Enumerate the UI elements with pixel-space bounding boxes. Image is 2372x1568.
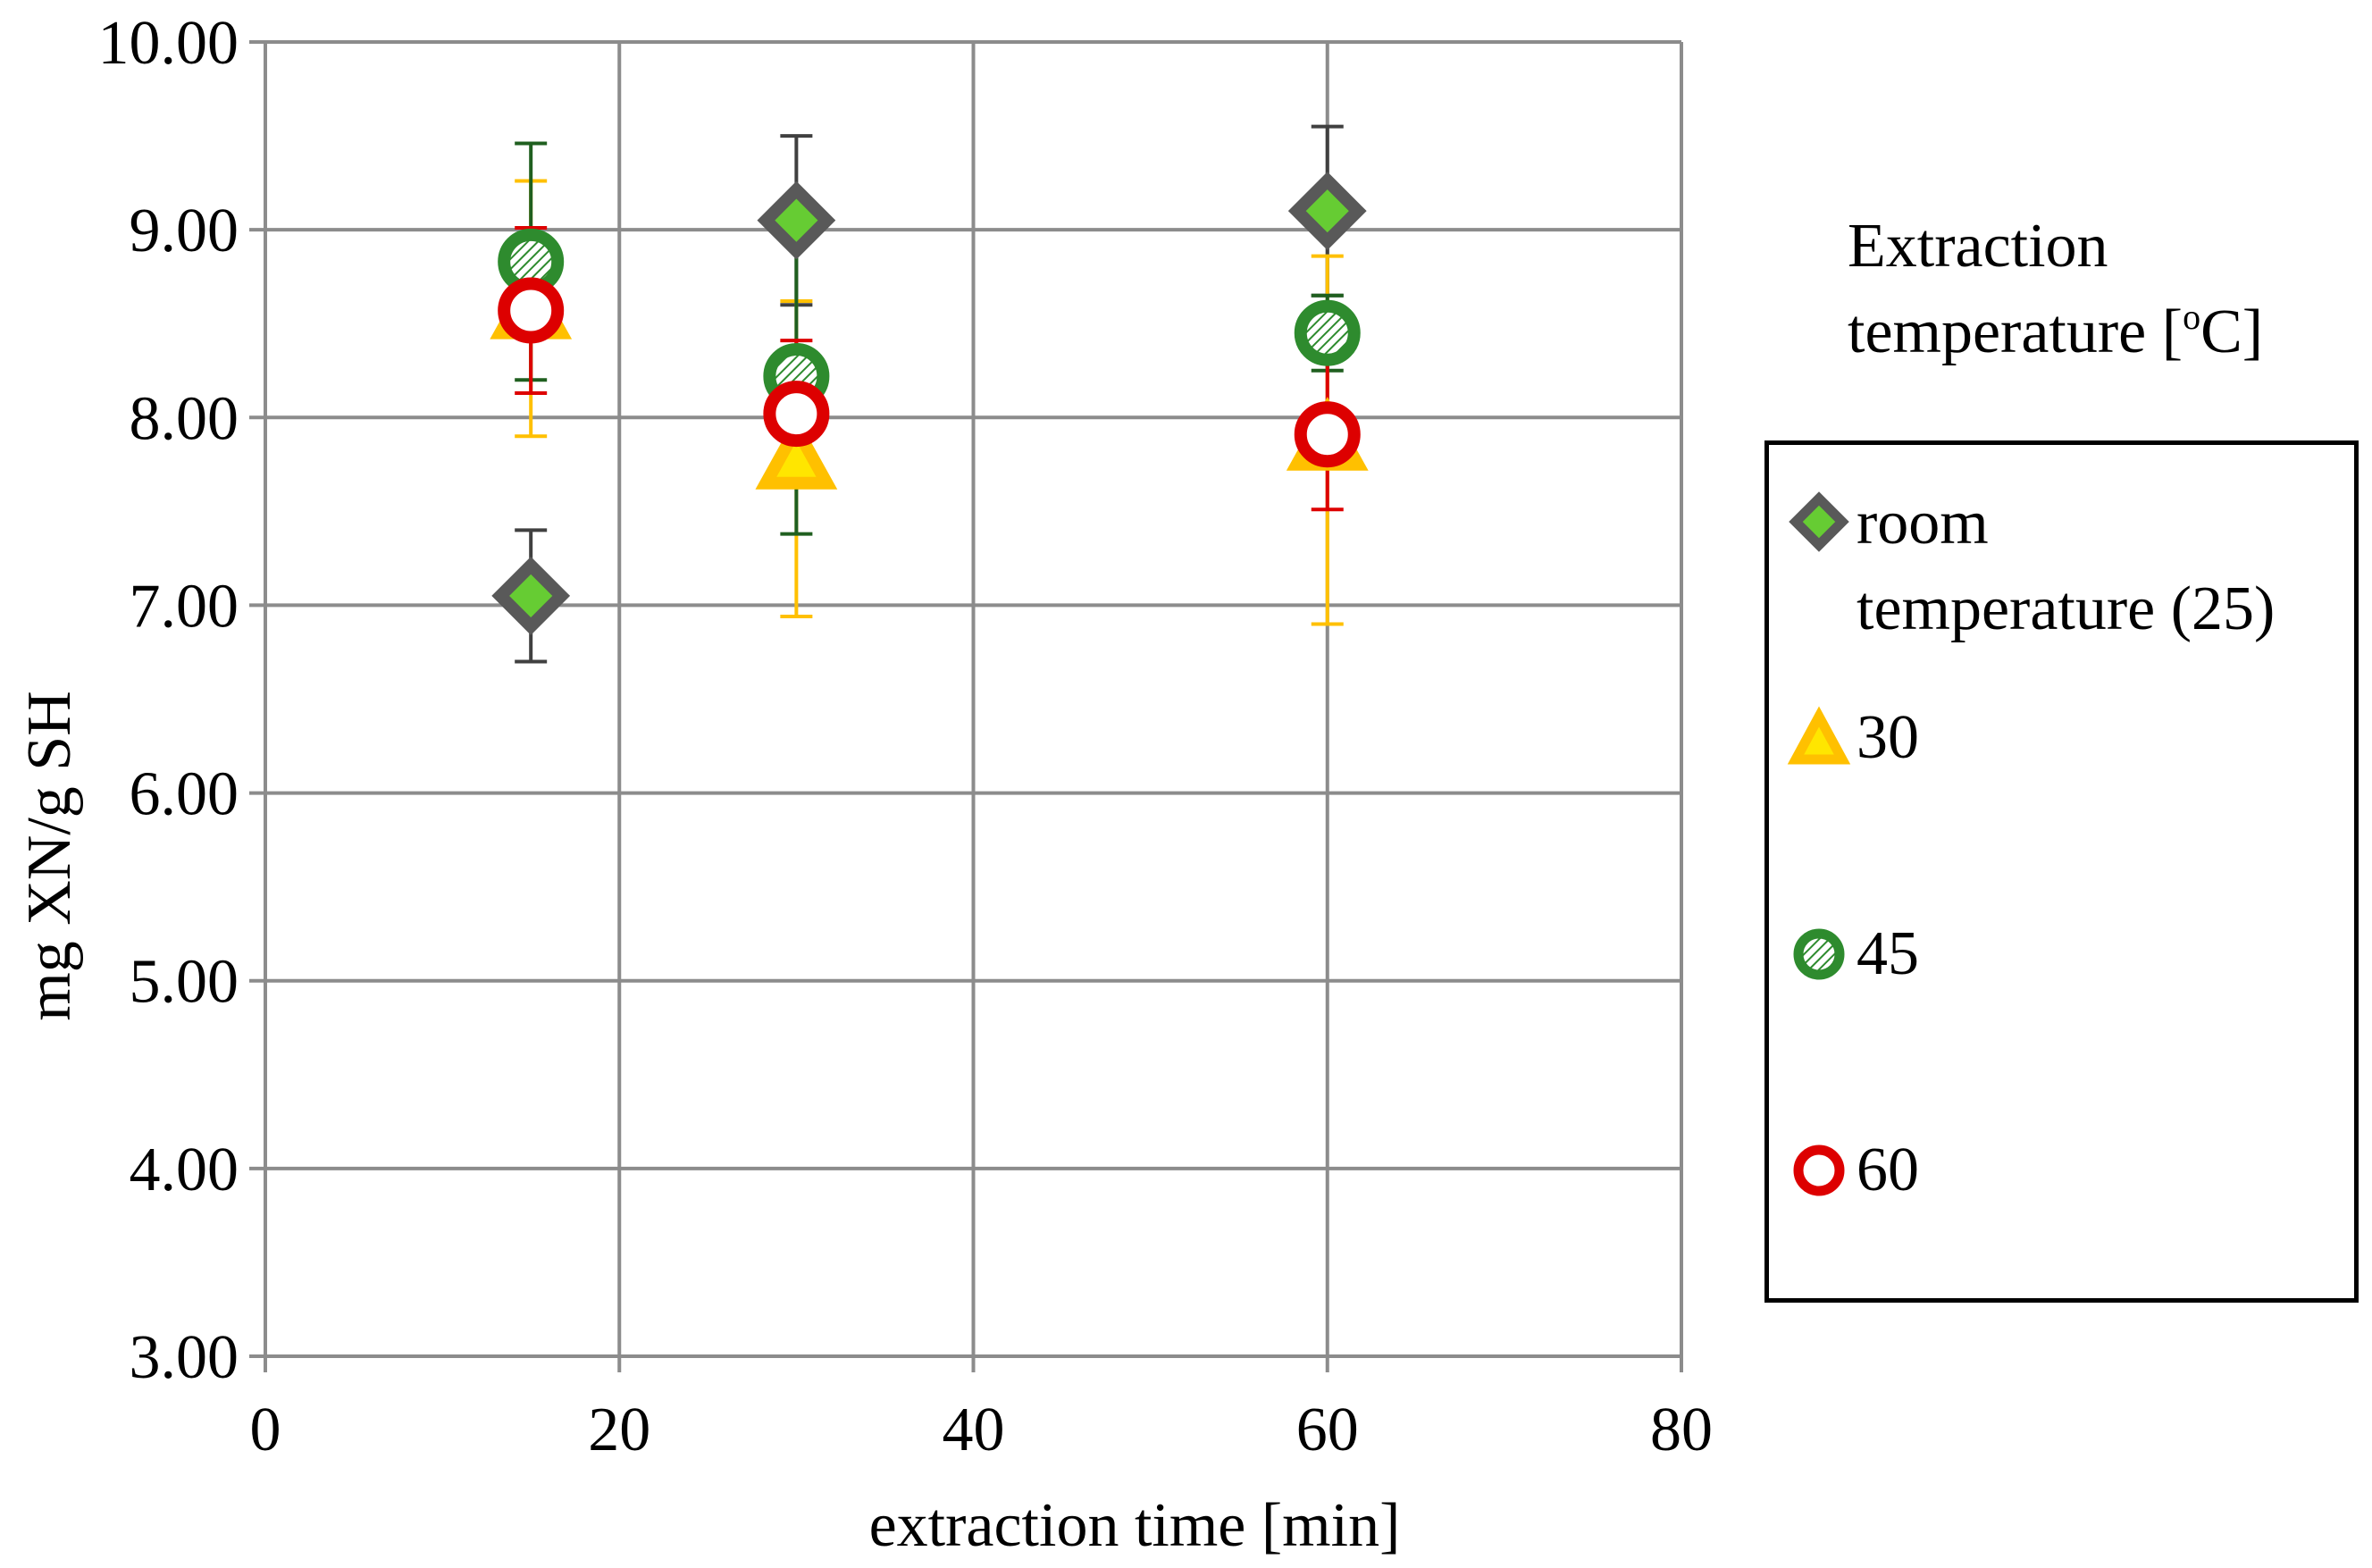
legend: room temperature (25) 30 45 60 <box>1764 440 2359 1303</box>
y-tick-label: 4.00 <box>130 1136 239 1204</box>
x-tick-label: 20 <box>588 1396 650 1464</box>
data-point-triangle <box>755 415 838 490</box>
data-points <box>490 172 1369 635</box>
x-tick-label: 60 <box>1296 1396 1359 1464</box>
legend-title-line2: temperature [oC] <box>1848 297 2264 366</box>
diamond-marker-icon <box>1789 491 1849 552</box>
x-tick-label: 80 <box>1650 1396 1713 1464</box>
legend-item-45: 45 <box>1785 911 1919 997</box>
data-point-diamond <box>491 557 571 635</box>
data-point-circle <box>498 277 565 344</box>
data-point-circle <box>1294 401 1361 468</box>
triangle-marker-icon <box>1787 706 1851 765</box>
error-bars <box>515 124 1344 664</box>
legend-item-room-temperature: room temperature (25) <box>1785 481 2275 652</box>
legend-title-line1: Extraction <box>1848 212 2108 281</box>
legend-label: 45 <box>1857 919 1919 988</box>
legend-label-line2: temperature (25) <box>1857 574 2276 643</box>
y-tick-label: 10.00 <box>98 9 239 78</box>
x-tick-label: 0 <box>250 1396 281 1464</box>
y-axis-title: mg XN/g SH <box>15 691 84 1020</box>
legend-label: room <box>1857 489 1989 558</box>
y-tick-label: 7.00 <box>130 572 239 641</box>
y-tick-label: 8.00 <box>130 384 239 453</box>
y-tick-label: 3.00 <box>130 1323 239 1392</box>
legend-label: 60 <box>1857 1136 1919 1204</box>
data-point-diamond <box>1287 172 1367 251</box>
legend-item-30: 30 <box>1785 695 1919 781</box>
data-point-circle-hatched <box>1294 299 1361 366</box>
x-tick-label: 40 <box>943 1396 1005 1464</box>
grid <box>249 40 1683 1372</box>
data-point-diamond <box>757 180 836 260</box>
axis-ticks: 3.00 4.00 5.00 6.00 7.00 8.00 9.00 10.00 0 20 40 60… <box>98 9 1714 1464</box>
y-tick-label: 9.00 <box>130 197 239 265</box>
y-tick-label: 5.00 <box>130 948 239 1017</box>
data-point-circle <box>763 381 830 448</box>
x-axis-title: extraction time [min] <box>869 1491 1401 1560</box>
hatched-circle-marker-icon <box>1793 928 1845 980</box>
legend-title: Extraction temperature [oC] <box>1848 204 2263 375</box>
circle-marker-icon <box>1793 1145 1845 1196</box>
legend-label: 30 <box>1857 703 1919 772</box>
y-tick-label: 6.00 <box>130 760 239 829</box>
legend-item-60: 60 <box>1785 1128 1919 1213</box>
